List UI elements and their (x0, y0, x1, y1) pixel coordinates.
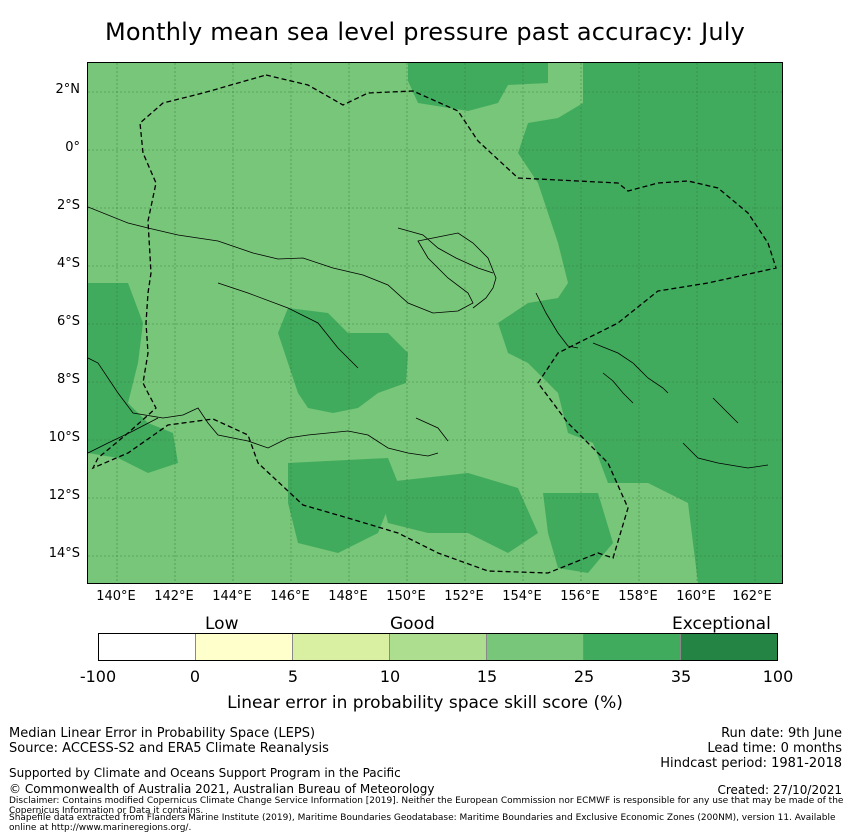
footer-source: Source: ACCESS-S2 and ERA5 Climate Reana… (9, 741, 329, 756)
colorbar (98, 633, 778, 661)
footer-support: Supported by Climate and Oceans Support … (9, 766, 401, 780)
colorbar-tick: 35 (670, 667, 692, 686)
run-date: Run date: 9th June (721, 726, 842, 741)
hindcast-period: Hindcast period: 1981-2018 (660, 756, 842, 771)
colorbar-tick: -100 (79, 667, 117, 686)
colorbar-segment (487, 634, 584, 660)
map-title: Monthly mean sea level pressure past acc… (104, 18, 746, 46)
lon-label: 160°E (676, 589, 716, 604)
lat-label: 0° (65, 140, 80, 155)
skill-region-north (408, 63, 548, 111)
colorbar-tick: 5 (287, 667, 299, 686)
lat-label: 2°N (55, 82, 81, 97)
footer-copyright: © Commonwealth of Australia 2021, Austra… (9, 782, 435, 796)
lon-label: 148°E (328, 589, 368, 604)
created-date: Created: 27/10/2021 (717, 783, 842, 797)
colorbar-segment (681, 634, 777, 660)
lon-label: 140°E (96, 589, 136, 604)
colorbar-tick: 15 (476, 667, 498, 686)
lat-label: 10°S (48, 430, 80, 445)
lat-label: 2°S (56, 198, 80, 213)
footer-method: Median Linear Error in Probability Space… (9, 726, 316, 741)
skill-region-central (278, 308, 408, 413)
colorbar-segment (293, 634, 390, 660)
legend-category-good: Good (390, 614, 435, 634)
colorbar-segment (584, 634, 681, 660)
lon-label: 152°E (444, 589, 484, 604)
lon-label: 154°E (502, 589, 542, 604)
skill-region-west (88, 283, 178, 473)
colorbar-tick: 10 (379, 667, 401, 686)
skill-region-southcentral (378, 473, 538, 553)
coastlines (88, 206, 769, 469)
skill-map-canvas (88, 63, 782, 583)
skill-map (87, 62, 783, 584)
legend-category-exceptional: Exceptional (672, 614, 771, 634)
colorbar-tick: 0 (189, 667, 201, 686)
lat-label: 4°S (56, 256, 80, 271)
lon-label: 146°E (270, 589, 310, 604)
legend-category-low: Low (205, 614, 239, 634)
lat-label: 12°S (48, 488, 80, 503)
colorbar-segment (196, 634, 293, 660)
lat-label: 14°S (48, 546, 80, 561)
skill-region-east (498, 63, 782, 583)
colorbar-segment (99, 634, 196, 660)
lat-label: 8°S (56, 372, 80, 387)
lat-label: 6°S (56, 314, 80, 329)
lon-label: 150°E (386, 589, 426, 604)
eez-boundary (91, 74, 777, 574)
lon-label: 144°E (212, 589, 252, 604)
lead-time: Lead time: 0 months (707, 741, 842, 756)
lon-label: 162°E (732, 589, 772, 604)
colorbar-label: Linear error in probability space skill … (227, 693, 623, 713)
colorbar-tick: 25 (573, 667, 595, 686)
shapefile-credit: Shapefile data extracted from Flanders M… (9, 813, 836, 833)
map-gridlines (88, 63, 782, 583)
skill-region-south-east (543, 493, 613, 573)
lon-label: 158°E (618, 589, 658, 604)
lon-label: 156°E (560, 589, 600, 604)
colorbar-tick: 100 (762, 667, 794, 686)
disclaimer: Disclaimer: Contains modified Copernicus… (9, 796, 844, 816)
lon-label: 142°E (154, 589, 194, 604)
skill-region-south (288, 458, 398, 553)
colorbar-segment (390, 634, 487, 660)
